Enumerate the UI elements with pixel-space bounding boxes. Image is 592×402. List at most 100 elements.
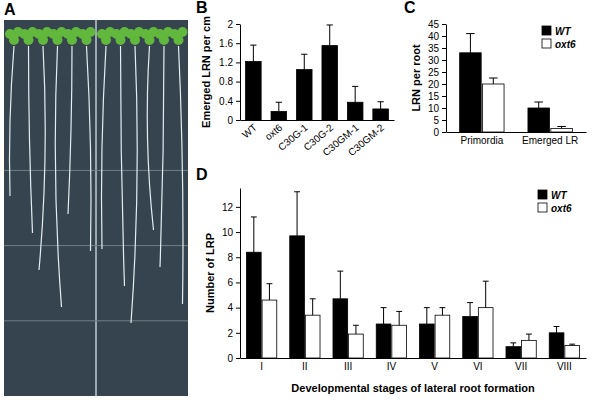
photo-leaf [38,35,48,45]
y-axis-title: LRN per root [410,44,422,112]
error-bar [383,308,384,324]
y-tick-mark [236,101,240,102]
photo-root [147,46,153,230]
x-tick-label: II [302,361,308,372]
x-tick-label: Primordia [460,135,503,146]
x-tick: IV [387,358,397,372]
y-tick-label: 25 [428,67,440,78]
figure-svg: AB00.40.81.21.62WToxt6C30G-1C30G-2C30GM-… [0,0,592,402]
photo-leaf [24,35,34,45]
error-cap [467,302,473,303]
y-tick-mark [442,84,446,85]
error-bar [380,102,381,109]
x-tick: V [431,358,438,372]
y-tick: 8 [227,252,240,263]
y-tick-mark [442,24,446,25]
error-cap [251,216,257,217]
photo-root [29,46,33,233]
y-tick: 1.2 [219,57,240,68]
bar [296,70,312,120]
error-bar [493,78,494,84]
y-tick-label: 45 [428,19,440,30]
x-tick-label: VI [473,361,482,372]
error-cap [439,307,445,308]
error-bar [297,192,298,236]
y-tick: 40 [428,31,446,42]
bar [349,334,364,358]
photo-root [68,46,72,214]
y-tick-label: 2 [227,328,233,339]
panel: C051015202530354045PrimordiaEmerged LRLR… [404,0,587,146]
error-cap [424,307,430,308]
error-cap [557,126,566,127]
y-tick: 45 [428,19,446,30]
x-axis-line [241,358,587,359]
bar [549,333,564,358]
bar [478,308,493,358]
legend-label: WT [551,190,567,201]
bar [435,315,450,358]
y-tick-label: 30 [428,55,440,66]
bar [373,109,389,120]
error-bar [253,217,254,252]
y-tick: 0.4 [219,96,240,107]
x-tick: VI [473,358,482,372]
y-axis: 051015202530354045 [428,19,447,138]
error-bar [528,334,529,340]
error-bar [253,45,254,61]
x-tick-label: I [260,361,263,372]
error-cap [510,342,516,343]
error-bar [470,303,471,317]
y-tick-mark [236,24,240,25]
y-tick: 6 [227,277,240,288]
error-bar [329,25,330,46]
error-cap [489,78,498,79]
photo-leaf [116,35,126,45]
x-tick-label: IV [387,361,397,372]
bar [333,299,348,358]
y-axis-line [240,189,241,359]
y-tick: 2 [227,328,240,339]
error-cap [554,326,560,327]
y-tick: 5 [433,115,446,126]
error-bar [355,325,356,334]
bar [551,128,573,132]
error-cap [266,283,272,284]
error-cap [353,325,359,326]
y-tick: 0 [227,115,240,126]
y-tick-label: 8 [227,252,233,263]
y-tick-label: 0 [433,127,439,138]
y-tick: 10 [428,103,446,114]
bar [392,325,407,358]
panel-letter: D [196,166,208,183]
photo-root [55,46,61,307]
photo-root [102,46,107,249]
y-tick-mark [236,62,240,63]
legend: WToxt6 [538,190,572,214]
bar [376,324,391,358]
y-tick: 2 [227,19,240,30]
y-tick-label: 35 [428,43,440,54]
x-axis-title: Developmental stages of lateral root for… [291,382,535,394]
y-axis: 024681012 [222,189,241,364]
y-tick: 35 [428,43,446,54]
bar [460,53,482,132]
error-bar [312,299,313,315]
y-tick: 0 [433,127,446,138]
x-tick: C30GM-2 [346,120,387,158]
bar [506,347,521,358]
photo-divider [95,20,97,396]
error-cap [378,101,384,102]
y-tick: 10 [222,227,240,238]
panel: D024681012IIIIIIIVVVIVIIVIIINumber of LR… [196,166,587,394]
y-tick-mark [442,60,446,61]
y-tick-mark [442,36,446,37]
y-tick-mark [442,120,446,121]
error-cap [301,54,307,55]
legend-swatch [542,26,551,35]
error-cap [526,334,532,335]
legend-label: WT [555,26,571,37]
photo-grid [4,320,188,321]
legend-swatch [538,203,547,212]
error-bar [485,281,486,307]
